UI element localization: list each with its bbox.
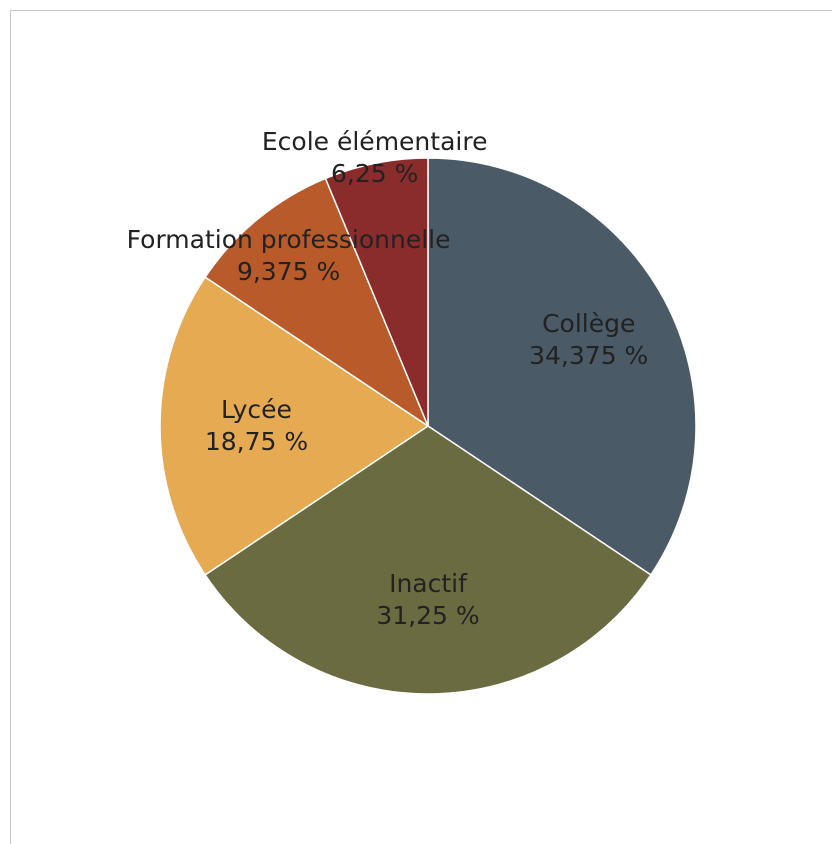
- slice-value-label: 18,75 %: [205, 427, 308, 456]
- slice-label: Formation professionnelle: [127, 225, 451, 254]
- slice-label: Ecole élémentaire: [262, 127, 488, 156]
- slice-value-label: 31,25 %: [376, 601, 479, 630]
- pie-slice-4: [204, 177, 430, 428]
- pie-slice-5: [324, 157, 429, 427]
- slice-value-label: 6,25 %: [331, 159, 418, 188]
- slice-label: Inactif: [389, 569, 468, 598]
- pie-slice-3: [159, 276, 430, 576]
- slice-value-label: 34,375 %: [529, 341, 648, 370]
- pie-slice-2: [204, 425, 652, 695]
- pie-labels: Collège 34,375 % Inactif 31,25 % Lycée 18,75 …: [127, 127, 649, 630]
- pie-slices: [159, 157, 697, 695]
- slice-value-label: 9,375 %: [237, 257, 340, 286]
- slice-label: Lycée: [221, 395, 292, 424]
- slice-label: Collège: [542, 309, 635, 338]
